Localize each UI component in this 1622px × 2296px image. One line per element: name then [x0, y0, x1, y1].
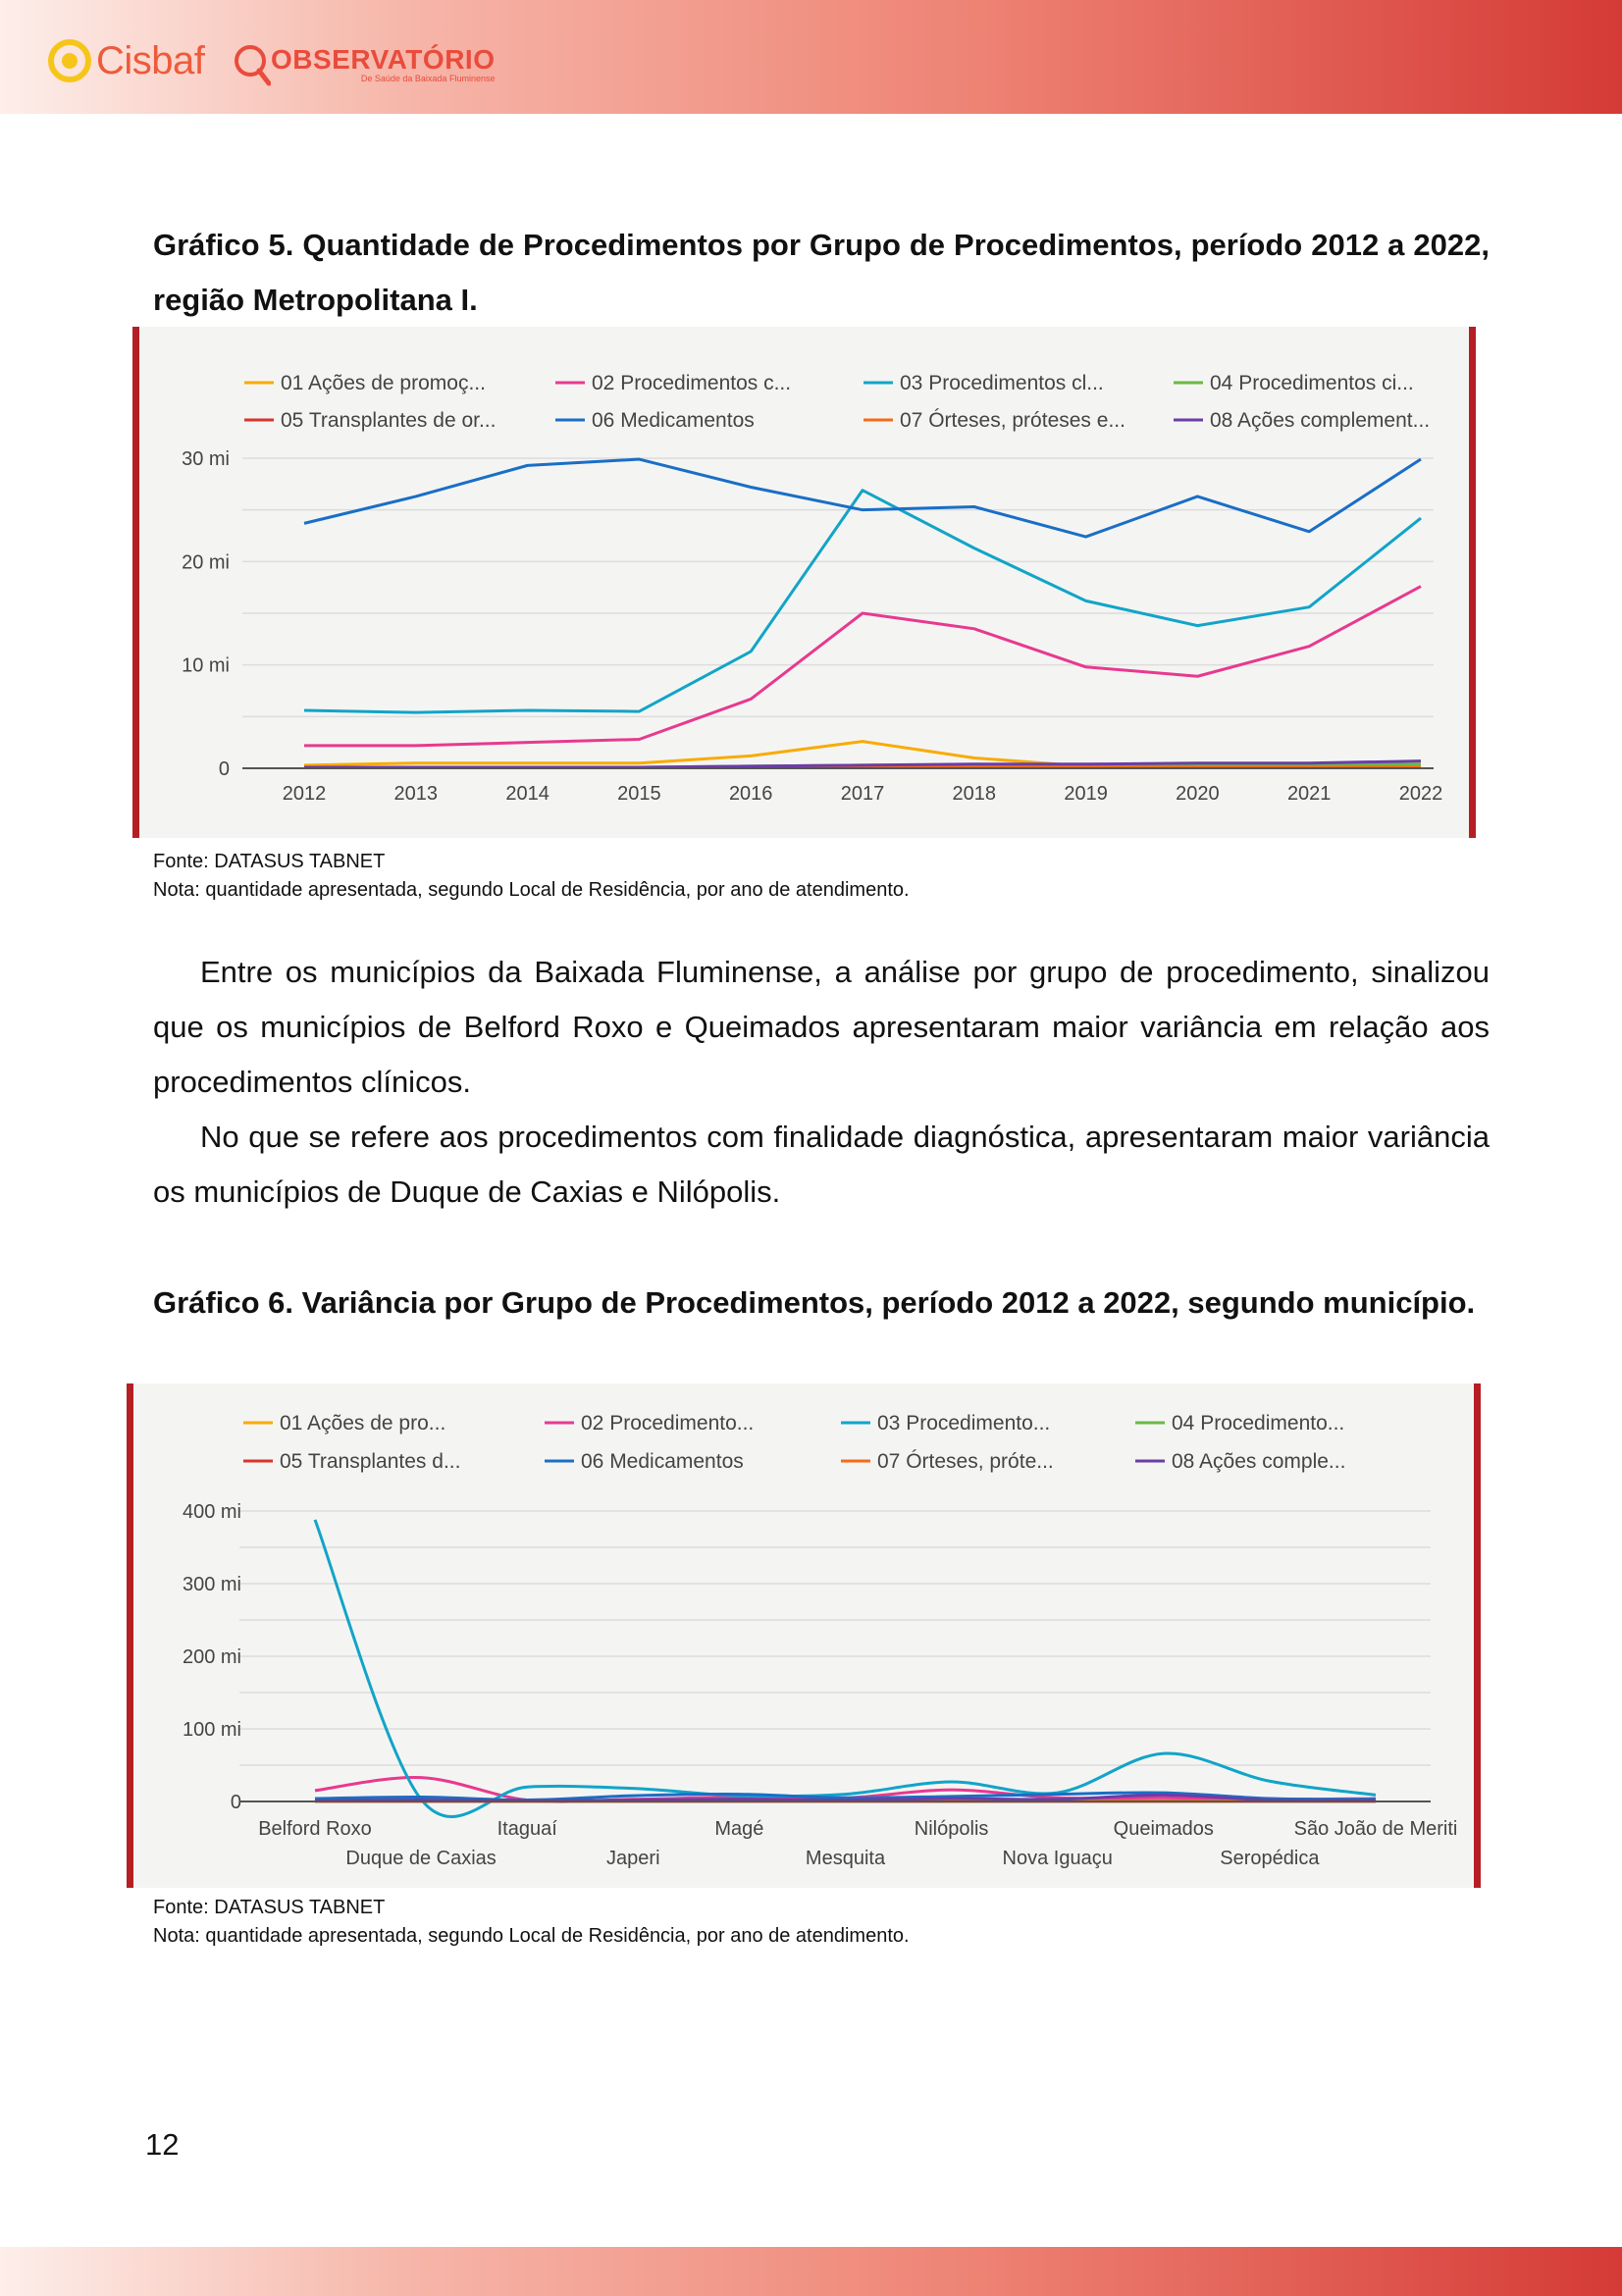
chart5-y-tick-label: 10 mi	[182, 655, 230, 677]
chart6-note: Nota: quantidade apresentada, segundo Lo…	[153, 1925, 910, 1947]
chart5-plot: 01 Ações de promoç... 02 Procedimentos c.…	[182, 372, 1443, 805]
chart6-legend-label-4: 04 Procedimento...	[1172, 1412, 1344, 1435]
page-number: 12	[145, 2127, 180, 2162]
chart5-series-line-3	[303, 489, 1422, 714]
chart5-y-tick-label: 0	[219, 758, 230, 780]
chart5-x-tick-label: 2012	[283, 783, 327, 805]
chart6-x-tick-label: Itaguaí	[497, 1818, 558, 1840]
chart6-y-tick-label: 200 mi	[183, 1646, 241, 1668]
chart5-y-tick-label: 20 mi	[182, 551, 230, 573]
chart5-frame: 01 Ações de promoç... 02 Procedimentos c.…	[132, 327, 1476, 838]
chart5-x-tick-label: 2014	[505, 783, 549, 805]
chart6-y-tick-label: 400 mi	[183, 1501, 241, 1523]
magnifier-icon	[235, 45, 271, 86]
chart5-series-line-8	[304, 759, 1422, 769]
chart6-y-tick-label: 100 mi	[183, 1719, 241, 1741]
chart6-x-tick-label: Mesquita	[806, 1848, 886, 1869]
chart5-x-tick-label: 2020	[1176, 783, 1220, 805]
chart6-plot: 01 Ações de pro... 02 Procedimento... 03 P…	[183, 1412, 1458, 1869]
chart5-legend-label-1: 01 Ações de promoç...	[281, 372, 486, 394]
cisbaf-logo: Cisbaf	[47, 37, 205, 84]
chart6-x-tick-label: Duque de Caxias	[345, 1848, 496, 1869]
chart5-legend-label-6: 06 Medicamentos	[592, 409, 755, 432]
cisbaf-logo-icon	[48, 39, 91, 82]
chart5-legend-label-7: 07 Órteses, próteses e...	[900, 409, 1125, 432]
cisbaf-logo-text: Cisbaf	[96, 38, 205, 82]
chart5-legend-label-8: 08 Ações complement...	[1210, 409, 1430, 432]
chart6-series-line-3	[313, 1519, 1377, 1818]
chart6-x-tick-label: Seropédica	[1220, 1848, 1320, 1869]
chart6-y-tick-label: 300 mi	[183, 1574, 241, 1595]
chart6-legend-label-3: 03 Procedimento...	[877, 1412, 1050, 1435]
chart6-y-tick-label: 0	[231, 1792, 241, 1813]
chart6-legend-label-6: 06 Medicamentos	[581, 1450, 744, 1473]
chart6-legend-label-5: 05 Transplantes d...	[280, 1450, 460, 1473]
body-paragraph-2: No que se refere aos procedimentos com f…	[153, 1120, 1490, 1209]
chart6-x-tick-label: Belford Roxo	[258, 1818, 372, 1840]
chart5-x-tick-label: 2016	[729, 783, 773, 805]
chart5-x-tick-label: 2015	[617, 783, 661, 805]
chart6-x-tick-label: Magé	[714, 1818, 763, 1840]
observatorio-logo: OBSERVATÓRIO De Saúde da Baixada Flumine…	[232, 39, 495, 90]
chart5-heading: Gráfico 5. Quantidade de Procedimentos p…	[153, 228, 1490, 317]
chart5-x-tick-label: 2013	[394, 783, 439, 805]
chart5-legend-label-5: 05 Transplantes de or...	[281, 409, 496, 432]
chart5-legend-label-2: 02 Procedimentos c...	[592, 372, 791, 394]
chart5-x-tick-label: 2017	[841, 783, 885, 805]
chart6-legend-label-8: 08 Ações comple...	[1172, 1450, 1345, 1473]
chart6-x-tick-label: Nova Iguaçu	[1003, 1848, 1113, 1869]
chart6-x-tick-label: Queimados	[1114, 1818, 1214, 1840]
chart5-legend-label-4: 04 Procedimentos ci...	[1210, 372, 1414, 394]
chart5-x-tick-label: 2019	[1064, 783, 1108, 805]
chart5-x-tick-label: 2022	[1399, 783, 1443, 805]
chart6-legend-label-7: 07 Órteses, próte...	[877, 1450, 1054, 1473]
chart5-y-tick-label: 30 mi	[182, 448, 230, 470]
chart5-legend-label-3: 03 Procedimentos cl...	[900, 372, 1104, 394]
footer-banner	[0, 2247, 1622, 2296]
chart6-x-tick-label: Nilópolis	[915, 1818, 989, 1840]
chart5-x-tick-label: 2018	[953, 783, 997, 805]
chart6-heading: Gráfico 6. Variância por Grupo de Proced…	[153, 1285, 1476, 1320]
chart6-x-tick-label: Japeri	[606, 1848, 659, 1869]
body-paragraph-1: Entre os municípios da Baixada Fluminens…	[153, 955, 1490, 1099]
observatorio-logo-subtitle: De Saúde da Baixada Fluminense	[360, 74, 496, 83]
chart6-frame: 01 Ações de pro... 02 Procedimento... 03 P…	[127, 1383, 1481, 1888]
header-banner	[0, 0, 1622, 114]
chart5-series-line-2	[304, 585, 1422, 748]
chart6-legend-label-1: 01 Ações de pro...	[280, 1412, 445, 1435]
chart6-legend-label-2: 02 Procedimento...	[581, 1412, 754, 1435]
chart6-source: Fonte: DATASUS TABNET	[153, 1897, 386, 1918]
chart5-x-tick-label: 2021	[1287, 783, 1332, 805]
chart5-series-line-6	[303, 457, 1422, 539]
chart5-note: Nota: quantidade apresentada, segundo Lo…	[153, 879, 910, 901]
chart5-source: Fonte: DATASUS TABNET	[153, 851, 386, 872]
chart6-x-tick-label: São João de Meriti	[1294, 1818, 1458, 1840]
observatorio-logo-text: OBSERVATÓRIO	[271, 44, 496, 75]
